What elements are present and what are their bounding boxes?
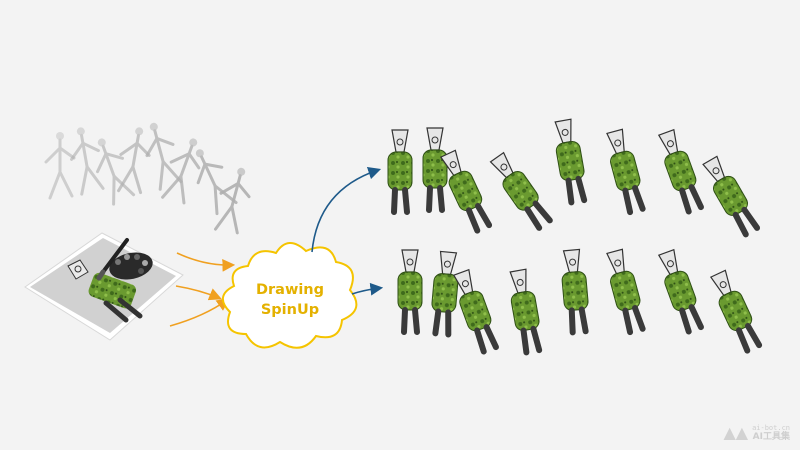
- arrow-from-skeletons: [176, 252, 236, 272]
- skeleton-motion-icon: [44, 122, 251, 235]
- arrow-to-top-row: [311, 166, 382, 253]
- arrow-to-bottom-row: [351, 282, 384, 296]
- drawn-character-icon: [67, 259, 143, 323]
- watermark: ▲▲ ai-bot.cn AI工具集: [723, 424, 790, 442]
- paint-palette-icon: [109, 252, 153, 280]
- watermark-url: ai-bot.cn: [752, 424, 790, 432]
- drawing-spinup-cloud: Drawing SpinUp: [222, 242, 358, 349]
- arrow-from-drawing-top: [175, 285, 222, 301]
- cloud-label-line1: Drawing: [256, 282, 324, 298]
- output-arrows: [311, 166, 384, 296]
- cloud-label-line2: SpinUp: [261, 302, 319, 318]
- watermark-brand: AI工具集: [752, 432, 790, 442]
- brush-icon: [96, 238, 129, 281]
- watermark-logo-icon: ▲▲: [723, 423, 749, 442]
- animated-character-sequence: [387, 118, 763, 356]
